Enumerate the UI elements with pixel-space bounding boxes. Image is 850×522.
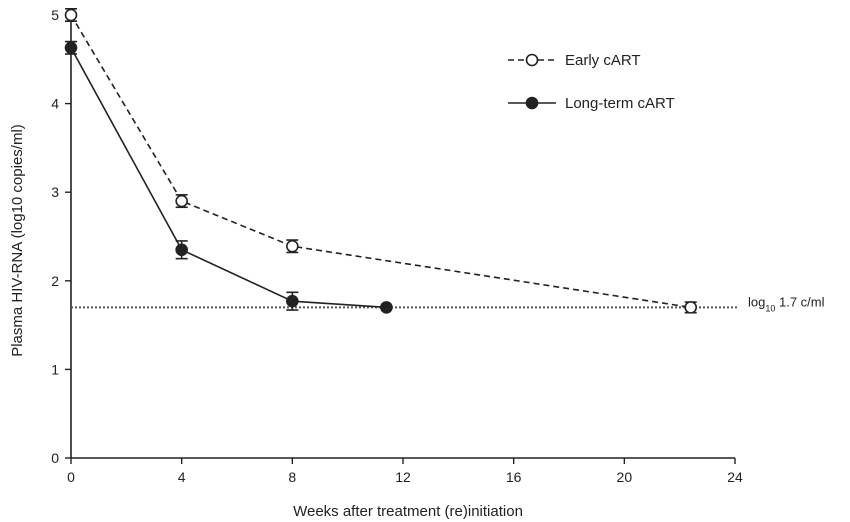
y-axis-title: Plasma HIV-RNA (log10 copies/ml) — [9, 124, 26, 357]
data-point — [286, 294, 299, 308]
x-tick-label: 12 — [395, 469, 411, 485]
y-tick-label: 5 — [51, 7, 59, 23]
data-point — [175, 243, 188, 257]
y-tick-label: 3 — [51, 184, 59, 200]
series-group — [64, 7, 698, 314]
y-tick-label: 1 — [51, 361, 59, 377]
data-point — [380, 301, 393, 314]
y-tick-label: 2 — [51, 273, 59, 289]
x-tick-label: 8 — [288, 469, 296, 485]
data-point — [64, 41, 78, 55]
legend-item-early-cart: Early cART — [508, 52, 641, 69]
legend-label: Early cART — [565, 52, 641, 69]
x-axis-title: Weeks after treatment (re)initiation — [293, 503, 523, 520]
data-point — [64, 8, 78, 22]
axes — [70, 15, 735, 459]
legend-marker — [525, 53, 539, 67]
data-point — [286, 239, 299, 253]
y-tick-label: 4 — [51, 96, 59, 112]
data-point — [684, 301, 698, 314]
x-tick-label: 16 — [506, 469, 522, 485]
legend-label: Long-term cART — [565, 95, 675, 112]
data-point — [175, 194, 188, 208]
legend-marker — [525, 96, 539, 110]
x-tick-label: 0 — [67, 469, 75, 485]
y-tick-label: 0 — [51, 450, 59, 466]
series-long-term-cart — [64, 40, 393, 314]
x-tick-label: 24 — [727, 469, 743, 485]
series-line-long-term-cart — [70, 47, 387, 309]
legend: Early cART Long-term cART — [508, 52, 675, 112]
x-tick-label: 20 — [617, 469, 633, 485]
reference-line-label: log10 1.7 c/ml — [748, 294, 825, 313]
legend-item-long-term-cart: Long-term cART — [508, 95, 675, 112]
x-tick-label: 4 — [178, 469, 186, 485]
series-early-cart — [64, 7, 698, 314]
